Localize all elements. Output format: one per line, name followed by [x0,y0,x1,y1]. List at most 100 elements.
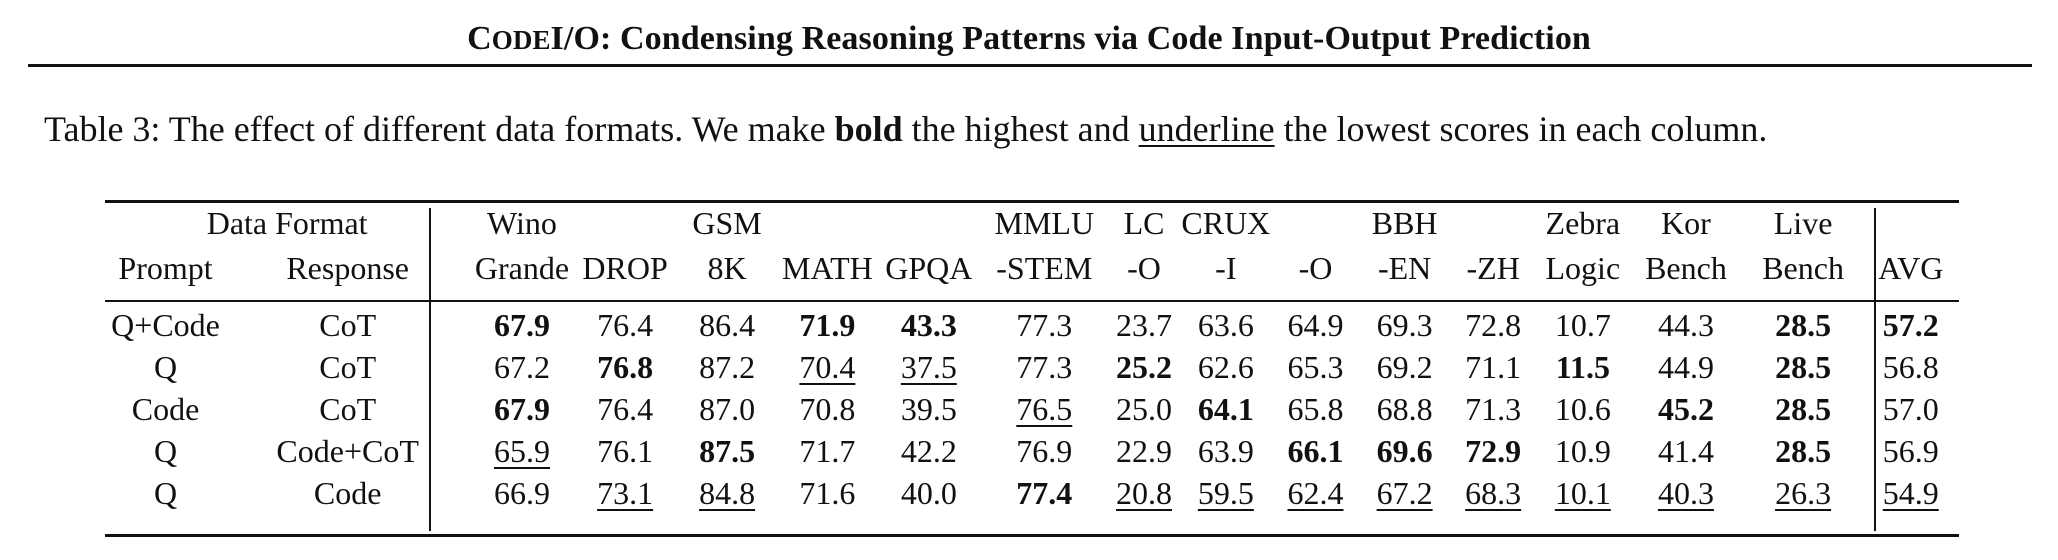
cell-value-text: 64.9 [1287,306,1344,343]
cell-value-text: 57.0 [1882,390,1939,427]
cell-value: 63.6 [1181,304,1271,346]
header-col-bottom: -STEM [996,250,1093,286]
cell-value-text: 40.3 [1657,474,1714,511]
cell-value-text: 28.5 [1775,390,1832,427]
table-top-rule [105,200,1959,203]
cell-value: 59.5 [1181,472,1271,514]
cell-value-text: 76.5 [1016,390,1073,427]
cell-value-text: 68.8 [1376,390,1433,427]
cell-value-text: 25.2 [1116,348,1173,385]
cell-value-text: 45.2 [1657,390,1714,427]
cell-value-text: 56.8 [1882,348,1939,385]
header-col-top: Zebra [1545,205,1621,241]
data-table: Data Format Wino GSM MMLU LC CRUX BBH Zebra Kor L… [105,200,1959,514]
cell-value-text: 67.2 [1376,474,1433,511]
cell-value: 87.0 [676,388,779,430]
cell-value-text: 69.6 [1376,432,1433,469]
cell-response: CoT [319,348,377,385]
cell-value-text: 66.1 [1287,432,1344,469]
header-col-top: Live [1773,205,1833,241]
cell-value-text: 20.8 [1116,474,1173,511]
cell-value: 65.9 [469,430,574,472]
header-col-bottom: Bench [1645,250,1727,286]
cell-value: 10.7 [1537,304,1628,346]
cell-value-text: 76.4 [597,306,654,343]
cell-value-text: 62.6 [1197,348,1254,385]
cell-value-text: 10.7 [1554,306,1611,343]
cell-value-text: 65.3 [1287,348,1344,385]
header-col-bottom: Bench [1762,250,1844,286]
cell-value-text: 67.9 [493,390,550,427]
cell-prompt: Code [131,390,200,427]
cell-value-text: 67.2 [493,348,550,385]
cell-value: 40.0 [876,472,981,514]
cell-prompt: Q [153,474,178,511]
cell-value-text: 69.3 [1376,306,1433,343]
caption-bold-word: bold [834,109,903,149]
header-col-top [575,200,676,246]
cell-value-text: 43.3 [900,306,957,343]
cell-value: 71.6 [779,472,877,514]
cell-value: 66.1 [1271,430,1361,472]
caption-text-3: the lowest scores in each column. [1283,109,1768,149]
cell-value: 70.8 [779,388,877,430]
cell-value: 28.5 [1744,304,1863,346]
cell-value: 62.6 [1181,346,1271,388]
cell-value-text: 62.4 [1287,474,1344,511]
header-prompt: Prompt [118,250,213,286]
header-col-top: LC [1123,205,1165,241]
cell-prompt: Q [153,348,178,385]
table-header-rule [105,300,1959,302]
cell-value-text: 69.2 [1376,348,1433,385]
table-bottom-rule [105,534,1959,537]
cell-value: 68.3 [1449,472,1538,514]
header-col-top [779,200,877,246]
header-col-bottom: MATH [782,250,873,286]
cell-value: 69.3 [1360,304,1449,346]
cell-value-text: 44.9 [1657,348,1714,385]
header-response: Response [286,250,409,286]
cell-value-text: 28.5 [1775,306,1832,343]
cell-value: 41.4 [1628,430,1743,472]
cell-prompt: Q [153,432,178,469]
cell-value-text: 72.9 [1465,432,1522,469]
cell-value: 64.9 [1271,304,1361,346]
cell-value-text: 44.3 [1657,306,1714,343]
cell-value: 44.3 [1628,304,1743,346]
cell-value-text: 68.3 [1465,474,1522,511]
cell-value: 67.2 [469,346,574,388]
cell-value-text: 63.9 [1197,432,1254,469]
table-row: Q Code 66.9 73.1 84.8 71.6 40.0 77.4 20.8 59.5 62.… [105,472,1959,514]
cell-response: Code+CoT [276,432,419,469]
cell-value: 69.6 [1360,430,1449,472]
cell-value-text: 76.4 [597,390,654,427]
header-col-bottom: 8K [707,250,747,286]
cell-value: 11.5 [1537,346,1628,388]
cell-value-text: 73.1 [597,474,654,511]
cell-value: 62.4 [1271,472,1361,514]
cell-value-text: 25.0 [1116,390,1173,427]
running-header-title: : Condensing Reasoning Patterns via Code… [599,20,1591,57]
cell-value: 26.3 [1744,472,1863,514]
cell-value: 76.4 [575,304,676,346]
cell-value: 67.2 [1360,472,1449,514]
cell-value: 57.0 [1862,388,1959,430]
cell-value: 64.1 [1181,388,1271,430]
cell-value: 68.8 [1360,388,1449,430]
cell-value-text: 87.2 [699,348,756,385]
header-col-bottom: -O [1298,250,1333,286]
caption-text-2: the highest and [911,109,1130,149]
header-col-bottom: -O [1127,250,1161,286]
cell-value: 37.5 [876,346,981,388]
cell-value: 28.5 [1744,430,1863,472]
cell-value: 76.5 [982,388,1108,430]
header-col-bottom: AVG [1878,250,1944,286]
cell-value: 65.8 [1271,388,1361,430]
cell-value: 10.9 [1537,430,1628,472]
cell-value: 86.4 [676,304,779,346]
header-col-top: CRUX [1181,205,1271,241]
cell-value-text: 41.4 [1657,432,1714,469]
header-col-bottom: -ZH [1466,250,1520,286]
cell-value-text: 67.9 [493,306,550,343]
cell-value-text: 76.8 [597,348,654,385]
